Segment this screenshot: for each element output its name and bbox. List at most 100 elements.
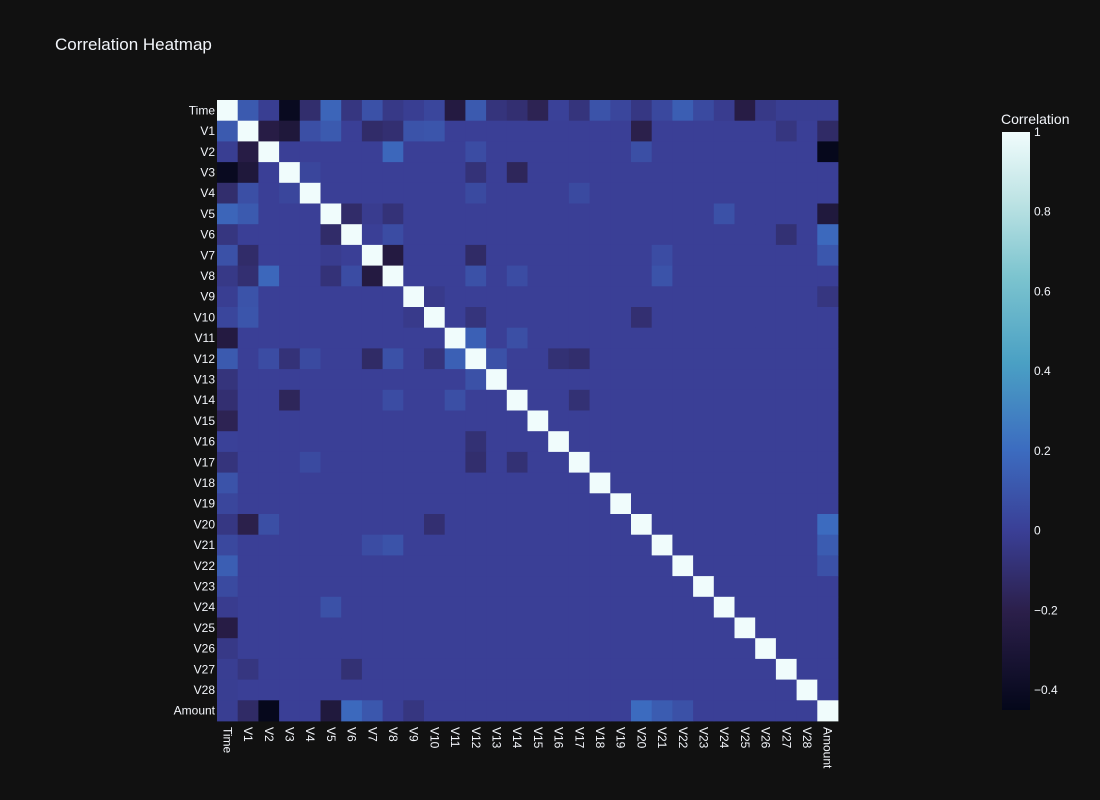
heatmap-cell[interactable] xyxy=(796,162,818,184)
heatmap-cell[interactable] xyxy=(734,514,756,536)
heatmap-cell[interactable] xyxy=(403,472,425,494)
heatmap-cell[interactable] xyxy=(817,286,839,308)
heatmap-cell[interactable] xyxy=(775,286,797,308)
heatmap-cell[interactable] xyxy=(361,410,383,432)
heatmap-cell[interactable] xyxy=(361,555,383,577)
heatmap-cell[interactable] xyxy=(755,286,777,308)
heatmap-cell[interactable] xyxy=(672,203,694,225)
heatmap-cell[interactable] xyxy=(568,120,590,142)
heatmap-cell[interactable] xyxy=(817,514,839,536)
heatmap-cell[interactable] xyxy=(651,617,673,639)
heatmap-cell[interactable] xyxy=(589,327,611,349)
heatmap-cell[interactable] xyxy=(631,596,653,618)
heatmap-cell[interactable] xyxy=(341,576,363,598)
heatmap-cell[interactable] xyxy=(796,534,818,556)
heatmap-cell[interactable] xyxy=(506,534,528,556)
heatmap-cell[interactable] xyxy=(424,182,446,204)
heatmap-cell[interactable] xyxy=(755,141,777,163)
heatmap-cell[interactable] xyxy=(279,389,301,411)
heatmap-cell[interactable] xyxy=(465,162,487,184)
heatmap-cell[interactable] xyxy=(424,410,446,432)
heatmap-cell[interactable] xyxy=(258,472,280,494)
heatmap-cell[interactable] xyxy=(320,265,342,287)
heatmap-cell[interactable] xyxy=(527,286,549,308)
heatmap-cell[interactable] xyxy=(713,141,735,163)
heatmap-cell[interactable] xyxy=(672,120,694,142)
heatmap-cell[interactable] xyxy=(775,700,797,722)
heatmap-cell[interactable] xyxy=(631,141,653,163)
heatmap-cell[interactable] xyxy=(734,431,756,453)
heatmap-cell[interactable] xyxy=(610,679,632,701)
heatmap-cell[interactable] xyxy=(734,162,756,184)
heatmap-cell[interactable] xyxy=(217,679,239,701)
heatmap-cell[interactable] xyxy=(237,410,259,432)
heatmap-cell[interactable] xyxy=(217,307,239,329)
heatmap-cell[interactable] xyxy=(589,700,611,722)
heatmap-cell[interactable] xyxy=(403,120,425,142)
heatmap-cell[interactable] xyxy=(775,451,797,473)
heatmap-cell[interactable] xyxy=(672,286,694,308)
heatmap-cell[interactable] xyxy=(403,141,425,163)
heatmap-cell[interactable] xyxy=(651,451,673,473)
heatmap-cell[interactable] xyxy=(755,307,777,329)
heatmap-cell[interactable] xyxy=(568,472,590,494)
heatmap-cell[interactable] xyxy=(444,224,466,246)
heatmap-cell[interactable] xyxy=(258,555,280,577)
heatmap-cell[interactable] xyxy=(237,431,259,453)
heatmap-cell[interactable] xyxy=(568,410,590,432)
heatmap-cell[interactable] xyxy=(279,617,301,639)
heatmap-cell[interactable] xyxy=(589,348,611,370)
heatmap-cell[interactable] xyxy=(465,576,487,598)
heatmap-cell[interactable] xyxy=(382,431,404,453)
heatmap-cell[interactable] xyxy=(341,514,363,536)
heatmap-cell[interactable] xyxy=(568,514,590,536)
heatmap-cell[interactable] xyxy=(465,327,487,349)
heatmap-cell[interactable] xyxy=(693,493,715,515)
heatmap-cell[interactable] xyxy=(527,514,549,536)
heatmap-cell[interactable] xyxy=(361,141,383,163)
heatmap-cell[interactable] xyxy=(258,224,280,246)
heatmap-cell[interactable] xyxy=(465,617,487,639)
heatmap-cell[interactable] xyxy=(817,617,839,639)
heatmap-cell[interactable] xyxy=(693,203,715,225)
heatmap-cell[interactable] xyxy=(506,244,528,266)
heatmap-cell[interactable] xyxy=(796,327,818,349)
heatmap-cell[interactable] xyxy=(796,555,818,577)
heatmap-cell[interactable] xyxy=(361,617,383,639)
heatmap-cell[interactable] xyxy=(382,162,404,184)
heatmap-cell[interactable] xyxy=(237,451,259,473)
heatmap-cell[interactable] xyxy=(610,576,632,598)
heatmap-cell[interactable] xyxy=(775,576,797,598)
heatmap-cell[interactable] xyxy=(610,638,632,660)
heatmap-cell[interactable] xyxy=(651,658,673,680)
heatmap-cell[interactable] xyxy=(527,472,549,494)
heatmap-cell[interactable] xyxy=(444,576,466,598)
heatmap-cell[interactable] xyxy=(631,100,653,122)
heatmap-cell[interactable] xyxy=(651,700,673,722)
heatmap-cell[interactable] xyxy=(341,286,363,308)
heatmap-cell[interactable] xyxy=(341,617,363,639)
heatmap-cell[interactable] xyxy=(610,617,632,639)
heatmap-cell[interactable] xyxy=(320,451,342,473)
heatmap-cell[interactable] xyxy=(631,534,653,556)
heatmap-cell[interactable] xyxy=(299,389,321,411)
heatmap-cell[interactable] xyxy=(486,493,508,515)
heatmap-cell[interactable] xyxy=(361,244,383,266)
heatmap-cell[interactable] xyxy=(237,265,259,287)
heatmap-cell[interactable] xyxy=(631,389,653,411)
heatmap-cell[interactable] xyxy=(548,431,570,453)
heatmap-cell[interactable] xyxy=(506,596,528,618)
heatmap-cell[interactable] xyxy=(382,493,404,515)
heatmap-cell[interactable] xyxy=(444,493,466,515)
heatmap-cell[interactable] xyxy=(341,182,363,204)
heatmap-cell[interactable] xyxy=(320,348,342,370)
heatmap-cell[interactable] xyxy=(589,224,611,246)
heatmap-cell[interactable] xyxy=(279,327,301,349)
heatmap-cell[interactable] xyxy=(217,369,239,391)
heatmap-cell[interactable] xyxy=(299,182,321,204)
heatmap-cell[interactable] xyxy=(444,307,466,329)
heatmap-cell[interactable] xyxy=(320,576,342,598)
heatmap-cell[interactable] xyxy=(237,182,259,204)
heatmap-cell[interactable] xyxy=(486,514,508,536)
heatmap-cell[interactable] xyxy=(361,431,383,453)
